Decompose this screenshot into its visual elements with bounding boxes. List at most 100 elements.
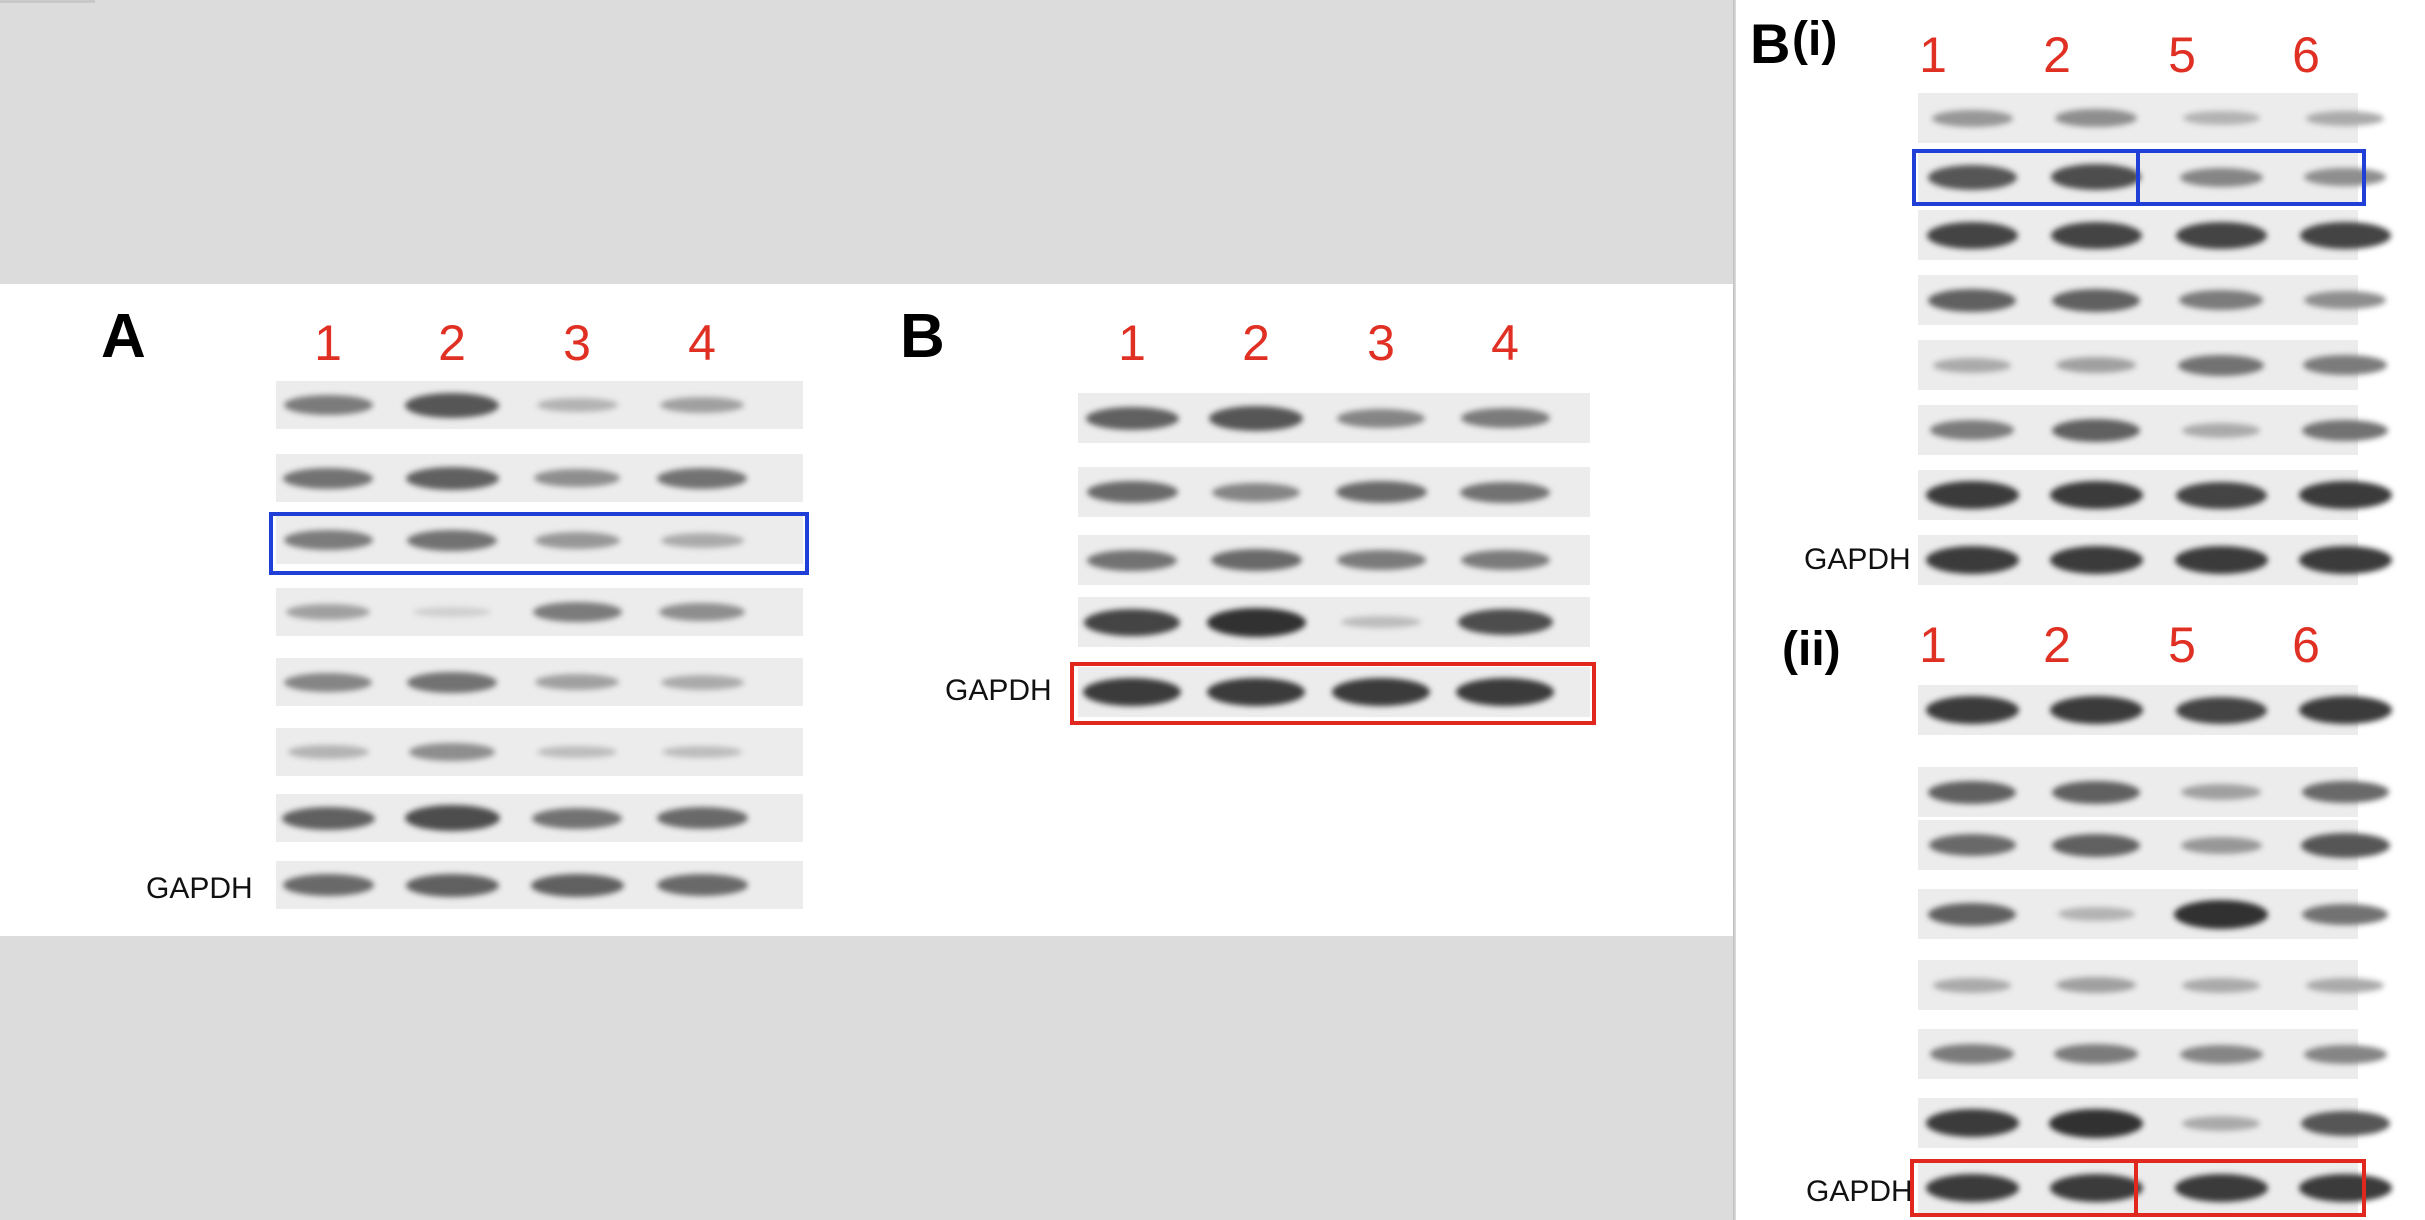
blot-band (281, 806, 375, 830)
blot-band (1083, 678, 1181, 706)
blot-band (2299, 221, 2391, 249)
panel-a-lane-3: 3 (563, 315, 591, 371)
blot-band (405, 466, 499, 490)
blot-band (2181, 784, 2261, 800)
blot-band (2302, 903, 2388, 925)
blot-band (2182, 422, 2260, 438)
panel-a-lane-2: 2 (438, 315, 466, 371)
blot-band (1085, 406, 1179, 430)
blot-band (1337, 408, 1425, 428)
blot-band (1206, 607, 1306, 637)
blot-band (660, 532, 744, 548)
panel-bi-letter: B (1750, 12, 1791, 75)
blot-band (2302, 419, 2388, 441)
blot-band (282, 874, 374, 896)
panel-bi-blue-highlight-box-right (2136, 149, 2366, 206)
panel-a-gapdh-label: GAPDH (146, 872, 253, 905)
blot-band (2054, 1044, 2138, 1064)
blot-band (1335, 481, 1427, 503)
blot-band (2056, 357, 2136, 373)
blot-band (1210, 549, 1302, 571)
blot-band (2052, 288, 2140, 312)
blot-band (2049, 1174, 2143, 1202)
blot-band (2052, 418, 2140, 442)
blot-band (530, 873, 624, 897)
blot-band (283, 530, 373, 550)
panel-b-lane-3: 3 (1367, 315, 1395, 371)
figure-panel-left: A 1 2 3 4 GAPDH B 1 2 3 4 GAPDH (0, 284, 1735, 936)
blot-band (284, 672, 372, 692)
blot-band (1207, 678, 1305, 706)
blot-band (409, 743, 495, 761)
blot-band (287, 745, 369, 759)
blot-band (1460, 408, 1550, 428)
panel-b-letter: B (900, 302, 945, 371)
blot-band (2179, 167, 2263, 187)
blot-band (1456, 678, 1554, 706)
panel-bii-lane-1: 1 (1919, 617, 1947, 673)
blot-band (2174, 546, 2268, 574)
blot-band (405, 873, 499, 897)
blot-band (413, 607, 491, 617)
blot-band (1087, 549, 1177, 571)
blot-band (2052, 780, 2140, 804)
blot-band (2182, 111, 2260, 125)
panel-b-red-highlight-box (1070, 662, 1596, 725)
blot-band (2298, 1174, 2392, 1202)
blot-band (1336, 550, 1426, 570)
blot-band (2049, 481, 2143, 509)
blot-band (407, 671, 497, 693)
blot-band (1930, 1044, 2014, 1064)
blot-band (1928, 834, 2016, 856)
blot-band (2049, 696, 2143, 724)
blot-band (283, 467, 373, 489)
blot-band (2300, 832, 2390, 858)
blot-band (1925, 696, 2019, 724)
blot-band (2180, 836, 2262, 854)
blot-band (2175, 481, 2267, 509)
panel-bii-sublabel: (ii) (1782, 623, 1841, 676)
panel-bii-lane-5: 5 (2168, 617, 2196, 673)
panel-a-lane-1: 1 (314, 315, 342, 371)
blot-band (1925, 481, 2019, 509)
panel-b-lane-4: 4 (1491, 315, 1519, 371)
blot-band (1928, 780, 2016, 804)
blot-band (662, 746, 742, 758)
figure-panel-right: B (i) 1 2 5 6 GAPDH (ii) 1 2 5 6 GAPDH (1736, 0, 2425, 1220)
blot-band (2306, 977, 2384, 993)
panel-bii-lane-6: 6 (2292, 617, 2320, 673)
blot-band (2304, 291, 2386, 309)
blot-band (2051, 164, 2141, 190)
blot-band (2178, 354, 2264, 376)
blot-band (1212, 482, 1300, 502)
panel-bi-sublabel: (i) (1792, 13, 1838, 66)
blot-band (1460, 550, 1550, 570)
blot-band (1931, 109, 2013, 127)
blot-band (2303, 1044, 2387, 1064)
panel-bi-gapdh-label: GAPDH (1804, 543, 1911, 576)
blot-band (1209, 405, 1303, 431)
blot-band (1084, 608, 1180, 636)
blot-band (657, 467, 747, 489)
panel-divider (1733, 0, 1737, 1220)
blot-band (1460, 481, 1550, 503)
panel-bi-lane-2: 2 (2043, 27, 2071, 83)
blot-band (286, 604, 370, 620)
blot-band (1925, 1174, 2019, 1202)
corner-tab (0, 0, 95, 3)
blot-band (2179, 290, 2263, 310)
panel-bi-lane-5: 5 (2168, 27, 2196, 83)
blot-band (404, 805, 500, 831)
panel-a-blue-highlight-box (269, 512, 809, 575)
blot-band (2298, 546, 2392, 574)
blot-band (534, 531, 620, 549)
blot-band (2049, 1108, 2143, 1138)
blot-band (1332, 678, 1430, 706)
panel-b-lane-2: 2 (1242, 315, 1270, 371)
blot-band (660, 674, 744, 690)
panel-bi-lane-1: 1 (1919, 27, 1947, 83)
blot-band (534, 469, 620, 487)
blot-band (1925, 546, 2019, 574)
blot-band (656, 874, 748, 896)
blot-band (2052, 833, 2140, 857)
